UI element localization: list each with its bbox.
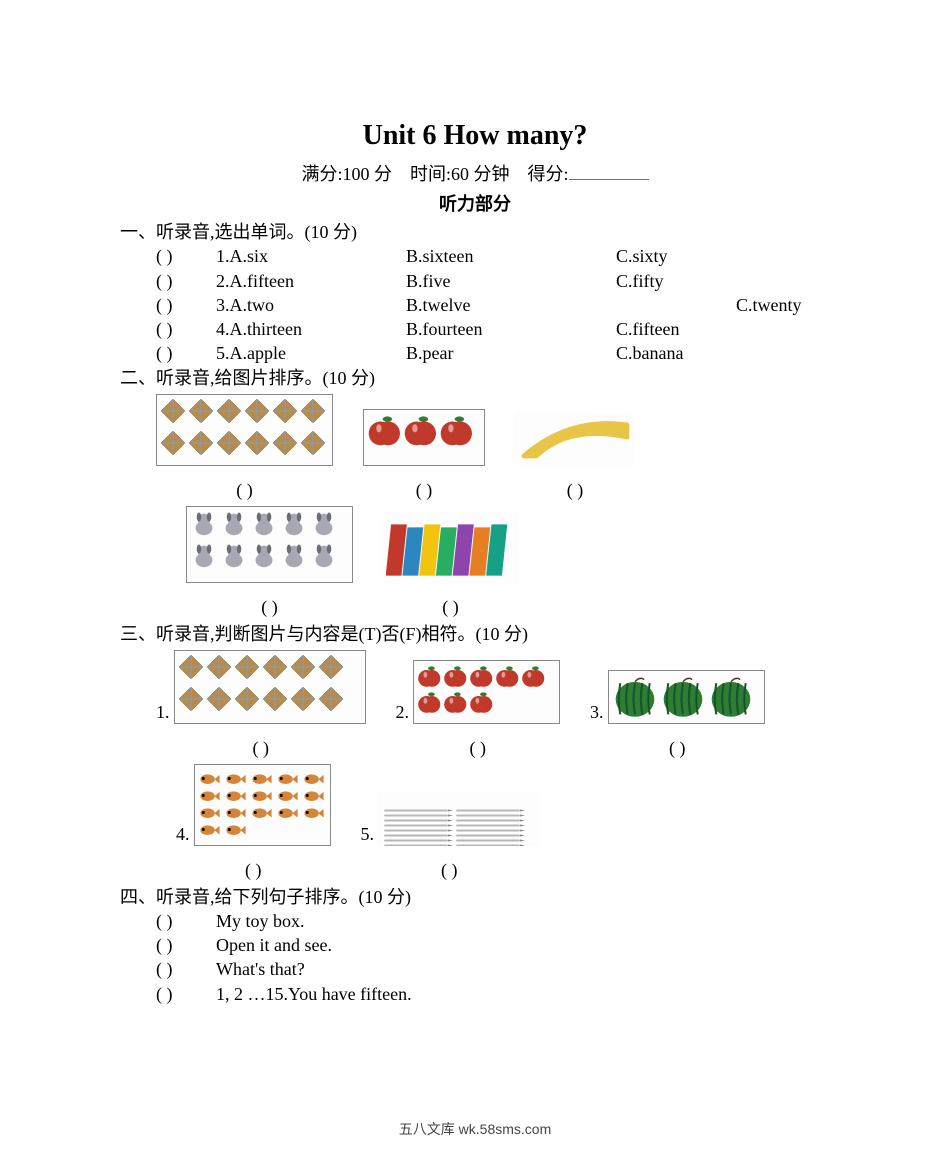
listening-header: 听力部分 — [120, 190, 830, 216]
question-row: ( )5.A.appleB.pearC.banana — [156, 341, 830, 365]
kites-icon — [174, 650, 366, 724]
answer-paren[interactable]: ( ) — [156, 293, 216, 317]
answer-paren[interactable]: ( ) — [361, 858, 539, 882]
picture-item: 3. ( ) — [590, 670, 765, 760]
sentence-text: Open it and see. — [216, 935, 332, 955]
section1-heading: 一、听录音,选出单词。(10 分) — [120, 220, 830, 244]
answer-paren[interactable]: ( ) — [156, 933, 216, 957]
picture-number: 2. — [396, 700, 410, 724]
answer-paren[interactable]: ( ) — [156, 341, 216, 365]
dogs-icon — [186, 506, 353, 583]
option-b: B.pear — [406, 341, 616, 365]
crayons-icon — [378, 791, 538, 846]
picture-item: ( ) — [186, 506, 353, 619]
section2-heading: 二、听录音,给图片排序。(10 分) — [120, 366, 830, 390]
option-a: 1.A.six — [216, 244, 406, 268]
answer-paren[interactable]: ( ) — [396, 736, 561, 760]
fish-icon — [194, 764, 331, 846]
section3-heading: 三、听录音,判断图片与内容是(T)否(F)相符。(10 分) — [120, 622, 830, 646]
time-label: 时间:60 分钟 — [410, 164, 510, 184]
worksheet-page: Unit 6 How many? 满分:100 分 时间:60 分钟 得分: 听… — [0, 0, 950, 1169]
score-label: 得分: — [528, 164, 569, 184]
answer-paren[interactable]: ( ) — [590, 736, 765, 760]
answer-paren[interactable]: ( ) — [156, 244, 216, 268]
answer-paren[interactable]: ( ) — [363, 478, 485, 502]
sentence-text: What's that? — [216, 959, 305, 979]
picture-number: 1. — [156, 700, 170, 724]
question-row: ( )4.A.thirteenB.fourteenC.fifteen — [156, 317, 830, 341]
picture-item: ( ) — [363, 409, 485, 502]
option-c: C.twenty — [736, 293, 802, 317]
picture-item: ( ) — [156, 394, 333, 502]
sentence-row: ( )What's that? — [156, 957, 830, 981]
option-a: 3.A.two — [216, 293, 406, 317]
sentence-row: ( )Open it and see. — [156, 933, 830, 957]
section3-row2: 4. ( ) 5. ( ) — [176, 764, 830, 882]
answer-paren[interactable]: ( ) — [156, 909, 216, 933]
section4-items: ( )My toy box.( )Open it and see.( )What… — [156, 909, 830, 1006]
section2-row2: ( ) ( ) — [186, 506, 830, 619]
picture-item: ( ) — [515, 411, 635, 502]
melons-icon — [608, 670, 765, 724]
answer-paren[interactable]: ( ) — [186, 595, 353, 619]
picture-item: 5. ( ) — [361, 791, 539, 882]
answer-paren[interactable]: ( ) — [176, 858, 331, 882]
picture-number: 3. — [590, 700, 604, 724]
option-c: C.sixty — [616, 244, 668, 268]
question-row: ( )1.A.sixB.sixteenC.sixty — [156, 244, 830, 268]
section4-heading: 四、听录音,给下列句子排序。(10 分) — [120, 885, 830, 909]
answer-paren[interactable]: ( ) — [383, 595, 518, 619]
score-blank[interactable] — [569, 163, 649, 180]
picture-item: 2. ( ) — [396, 660, 561, 760]
option-a: 2.A.fifteen — [216, 269, 406, 293]
answer-paren[interactable]: ( ) — [156, 478, 333, 502]
answer-paren[interactable]: ( ) — [156, 269, 216, 293]
answer-paren[interactable]: ( ) — [156, 317, 216, 341]
page-title: Unit 6 How many? — [120, 120, 830, 152]
kites-icon — [156, 394, 333, 466]
full-marks-label: 满分:100 分 — [301, 164, 392, 184]
picture-item: 4. ( ) — [176, 764, 331, 882]
answer-paren[interactable]: ( ) — [156, 957, 216, 981]
section1-items: ( )1.A.sixB.sixteenC.sixty( )2.A.fifteen… — [156, 244, 830, 365]
bananas-icon — [515, 411, 635, 466]
option-c: C.banana — [616, 341, 683, 365]
content-body: 一、听录音,选出单词。(10 分) ( )1.A.sixB.sixteenC.s… — [120, 220, 830, 1006]
question-row: ( )2.A.fifteenB.fiveC.fifty — [156, 269, 830, 293]
option-a: 4.A.thirteen — [216, 317, 406, 341]
page-footer: 五八文库 wk.58sms.com — [0, 1119, 950, 1139]
option-b: B.twelve — [406, 293, 616, 317]
option-c: C.fifty — [616, 269, 664, 293]
section2-row1: ( ) ( ) ( ) — [156, 394, 830, 502]
sentence-text: My toy box. — [216, 911, 305, 931]
sentence-row: ( )My toy box. — [156, 909, 830, 933]
sentence-row: ( )1, 2 …15.You have fifteen. — [156, 982, 830, 1006]
picture-item: 1. ( ) — [156, 650, 366, 760]
answer-paren[interactable]: ( ) — [156, 736, 366, 760]
picture-number: 5. — [361, 822, 375, 846]
option-b: B.five — [406, 269, 616, 293]
answer-paren[interactable]: ( ) — [156, 982, 216, 1006]
sentence-text: 1, 2 …15.You have fifteen. — [216, 984, 412, 1004]
option-c: C.fifteen — [616, 317, 679, 341]
option-b: B.fourteen — [406, 317, 616, 341]
answer-paren[interactable]: ( ) — [515, 478, 635, 502]
books-icon — [383, 513, 518, 583]
picture-number: 4. — [176, 822, 190, 846]
picture-item: ( ) — [383, 513, 518, 619]
page-subtitle: 满分:100 分 时间:60 分钟 得分: — [120, 160, 830, 186]
option-b: B.sixteen — [406, 244, 616, 268]
question-row: ( )3.A.twoB.twelve C.twenty — [156, 293, 830, 317]
section3-row1: 1. ( ) 2. ( ) 3. ( ) — [156, 650, 830, 760]
option-a: 5.A.apple — [216, 341, 406, 365]
apples-icon — [413, 660, 560, 724]
apples-icon — [363, 409, 485, 466]
